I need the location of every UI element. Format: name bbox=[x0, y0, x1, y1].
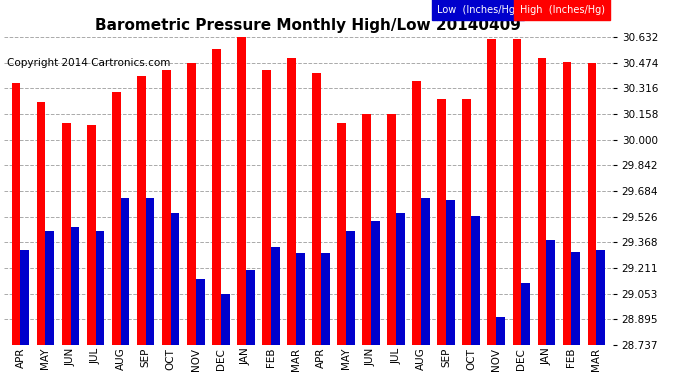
Bar bbox=[571, 252, 580, 345]
Bar bbox=[446, 200, 455, 345]
Bar bbox=[112, 93, 121, 345]
Bar bbox=[121, 198, 130, 345]
Bar bbox=[287, 58, 296, 345]
Bar bbox=[271, 247, 279, 345]
Bar bbox=[96, 231, 104, 345]
Bar bbox=[212, 48, 221, 345]
Bar bbox=[321, 254, 330, 345]
Bar bbox=[471, 216, 480, 345]
Bar bbox=[496, 317, 505, 345]
Bar bbox=[596, 250, 605, 345]
Title: Barometric Pressure Monthly High/Low 20140409: Barometric Pressure Monthly High/Low 201… bbox=[95, 18, 522, 33]
Bar bbox=[46, 231, 55, 345]
Bar bbox=[488, 39, 496, 345]
Bar bbox=[246, 270, 255, 345]
Bar bbox=[337, 123, 346, 345]
Bar bbox=[12, 83, 21, 345]
Bar bbox=[137, 76, 146, 345]
Bar bbox=[146, 198, 155, 345]
Bar bbox=[396, 213, 405, 345]
Legend: Low  (Inches/Hg), High  (Inches/Hg): Low (Inches/Hg), High (Inches/Hg) bbox=[434, 2, 608, 18]
Bar bbox=[346, 231, 355, 345]
Bar bbox=[262, 70, 271, 345]
Bar bbox=[387, 114, 396, 345]
Bar bbox=[538, 58, 546, 345]
Bar bbox=[296, 254, 305, 345]
Bar bbox=[437, 99, 446, 345]
Bar bbox=[237, 36, 246, 345]
Bar bbox=[413, 81, 421, 345]
Bar bbox=[221, 294, 230, 345]
Bar bbox=[546, 240, 555, 345]
Bar bbox=[421, 198, 430, 345]
Text: Copyright 2014 Cartronics.com: Copyright 2014 Cartronics.com bbox=[7, 58, 170, 68]
Bar bbox=[312, 73, 321, 345]
Bar bbox=[187, 63, 196, 345]
Bar bbox=[62, 123, 70, 345]
Bar bbox=[462, 99, 471, 345]
Bar bbox=[196, 279, 204, 345]
Bar bbox=[371, 221, 380, 345]
Bar bbox=[162, 70, 170, 345]
Bar bbox=[87, 125, 96, 345]
Bar bbox=[70, 227, 79, 345]
Bar bbox=[170, 213, 179, 345]
Bar bbox=[21, 250, 29, 345]
Bar bbox=[522, 283, 530, 345]
Bar bbox=[588, 63, 596, 345]
Bar bbox=[562, 62, 571, 345]
Bar bbox=[513, 39, 522, 345]
Bar bbox=[37, 102, 46, 345]
Bar bbox=[362, 114, 371, 345]
